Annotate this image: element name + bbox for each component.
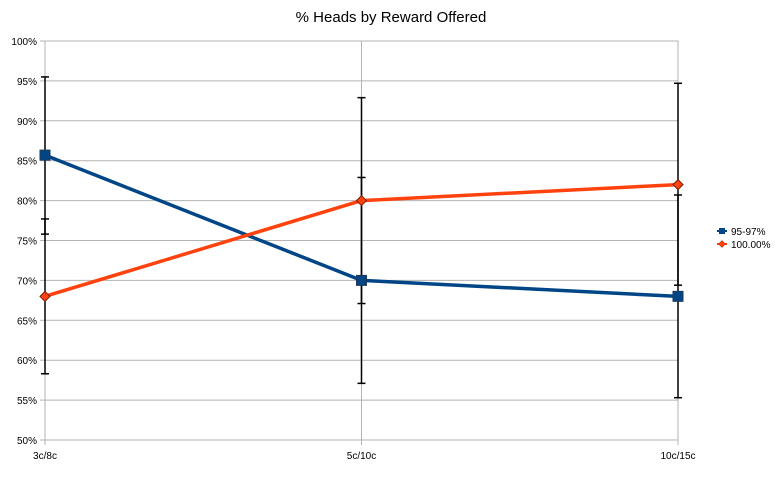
error-bars — [41, 76, 682, 399]
x-tick-label: 10c/15c — [660, 451, 695, 462]
legend-entry: 95-97% — [717, 227, 766, 238]
y-tick-label: 80% — [17, 197, 37, 208]
data-point — [355, 194, 368, 207]
y-tick-label: 65% — [17, 316, 37, 327]
x-tick-label: 5c/10c — [347, 451, 376, 462]
y-tick-label: 100% — [11, 37, 37, 48]
y-tick-label: 50% — [17, 436, 37, 447]
y-axis-ticks: 50% 55% 60% 65% 70% 75% 80% 85% 90% 95% 100% — [11, 37, 37, 447]
data-point — [356, 274, 367, 286]
series — [39, 149, 684, 303]
data-point — [672, 290, 684, 302]
y-tick-label: 95% — [17, 77, 37, 88]
y-tick-label: 85% — [17, 157, 37, 168]
y-tick-label: 70% — [17, 276, 37, 287]
legend-label: 95-97% — [731, 227, 766, 238]
data-point — [39, 290, 51, 303]
legend: 95-97% 100.00% — [717, 227, 771, 251]
x-tick-label: 3c/8c — [33, 451, 57, 462]
x-axis-ticks: 3c/8c 5c/10c 10c/15c — [33, 451, 695, 462]
y-tick-label: 60% — [17, 356, 37, 367]
y-tick-label: 55% — [17, 396, 37, 407]
data-point — [39, 149, 51, 161]
legend-label: 100.00% — [731, 240, 771, 251]
legend-entry: 100.00% — [717, 240, 771, 251]
legend-marker — [719, 228, 725, 234]
chart-title: % Heads by Reward Offered — [296, 9, 487, 26]
legend-marker — [718, 240, 726, 248]
y-tick-label: 90% — [17, 117, 37, 128]
y-tick-label: 75% — [17, 237, 37, 248]
axes — [40, 40, 679, 445]
data-point — [672, 178, 684, 191]
